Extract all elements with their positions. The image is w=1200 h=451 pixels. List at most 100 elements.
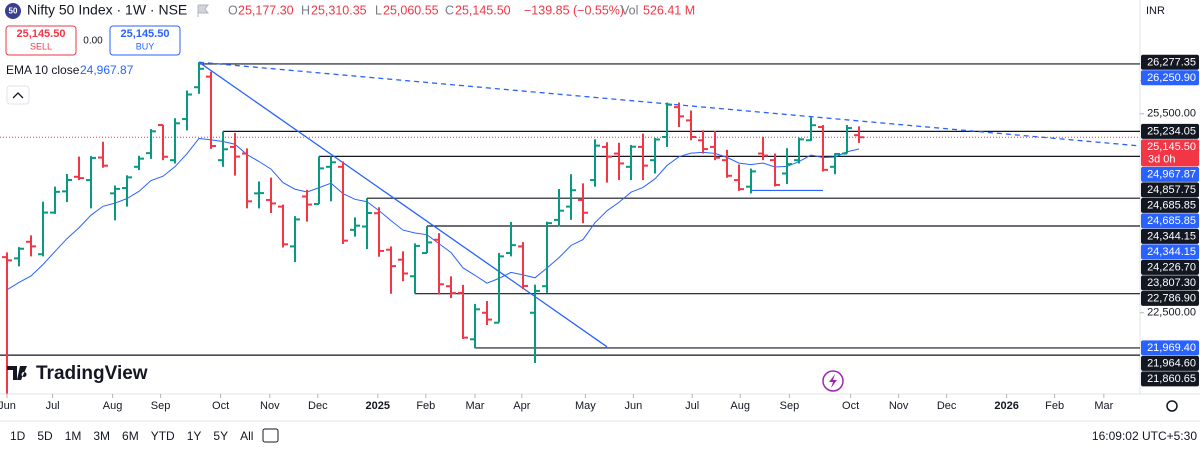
flag-icon[interactable] — [197, 4, 209, 17]
x-tick-label: Aug — [103, 400, 123, 412]
buy-button[interactable] — [109, 25, 181, 56]
price-label-box — [1141, 213, 1199, 229]
price-label: 24,685.85 — [1147, 215, 1196, 227]
x-tick-label: Jun — [625, 400, 643, 412]
x-tick-label: Jul — [685, 400, 699, 412]
brand-logo — [7, 366, 27, 380]
price-label-box — [1141, 70, 1199, 86]
price-label-box — [1141, 275, 1199, 291]
price-label-box — [1141, 290, 1199, 306]
price-label-box — [1141, 54, 1199, 70]
x-tick-label: Mar — [466, 400, 485, 412]
x-tick-label: Nov — [260, 400, 280, 412]
price-label: 26,250.90 — [1147, 72, 1196, 84]
price-label: 24,344.15 — [1147, 231, 1196, 243]
sell-label: SELL — [30, 41, 52, 51]
close-key: C — [445, 3, 454, 17]
price-label: 25,234.05 — [1147, 126, 1196, 138]
collapse-icon — [12, 92, 24, 99]
x-tick-label: Oct — [212, 400, 229, 412]
spread: 0.00 — [83, 36, 103, 47]
brand-name: TradingView — [36, 363, 148, 384]
symbol-badge — [5, 3, 21, 19]
price-label-box — [1141, 139, 1199, 167]
y-tick-label: 22,500.00 — [1147, 307, 1196, 319]
symbol-title[interactable]: Nifty 50 Index · 1W · NSE — [27, 2, 187, 18]
x-tick-label: 2025 — [366, 400, 390, 412]
x-tick-label: May — [575, 400, 596, 412]
change-value: −139.85 (−0.55%) — [524, 3, 624, 17]
range-button[interactable]: 1M — [65, 429, 82, 443]
sell-price: 25,145.50 — [17, 28, 66, 40]
price-label-box — [1141, 340, 1199, 356]
close-value: 25,145.50 — [455, 3, 511, 17]
buy-price: 25,145.50 — [121, 28, 170, 40]
high-value: 25,310.35 — [311, 3, 367, 17]
open-key: O — [228, 3, 238, 17]
price-label-box — [1141, 197, 1199, 213]
currency[interactable]: INR — [1146, 5, 1165, 17]
low-value: 25,060.55 — [383, 3, 439, 17]
range-button[interactable]: 5Y — [213, 429, 228, 443]
price-label: 23,807.30 — [1147, 277, 1196, 289]
range-button[interactable]: All — [240, 429, 253, 443]
collapse-button[interactable] — [6, 85, 30, 105]
range-button[interactable]: YTD — [151, 429, 175, 443]
range-button[interactable]: 6M — [122, 429, 139, 443]
range-button[interactable]: 5D — [37, 429, 53, 443]
plot — [0, 61, 1140, 394]
price-label: 24,344.15 — [1147, 246, 1196, 258]
price-countdown: 3d 0h — [1148, 153, 1176, 165]
price-label-box — [1141, 166, 1199, 182]
ema-value: 24,967.87 — [80, 63, 134, 77]
x-tick-label: Apr — [513, 400, 530, 412]
x-tick-label: Dec — [308, 400, 328, 412]
ema-name: EMA 10 close — [6, 63, 80, 77]
price-label: 22,786.90 — [1147, 293, 1196, 305]
price-label: 21,860.65 — [1147, 373, 1196, 385]
x-tick-label: Jul — [46, 400, 60, 412]
x-tick-label: Dec — [937, 400, 957, 412]
date-range-icon[interactable] — [262, 428, 279, 443]
price-label: 25,145.50 — [1147, 141, 1196, 153]
range-button[interactable]: 3M — [93, 429, 110, 443]
x-tick-label: 2026 — [994, 400, 1018, 412]
x-tick-label: Feb — [1045, 400, 1064, 412]
price-label: 24,967.87 — [1147, 169, 1196, 181]
price-label: 24,226.70 — [1147, 262, 1196, 274]
clock: 16:09:02 UTC+5:30 — [1092, 429, 1197, 443]
price-label-box — [1141, 244, 1199, 260]
buy-label: BUY — [136, 41, 155, 51]
flash-icon — [829, 374, 837, 388]
price-label-box — [1141, 371, 1199, 387]
sell-button[interactable] — [5, 25, 77, 56]
price-label: 21,969.40 — [1147, 342, 1196, 354]
low-key: L — [375, 3, 382, 17]
range-button[interactable]: 1D — [10, 429, 26, 443]
price-label-box — [1141, 355, 1199, 371]
range-button[interactable]: 1Y — [187, 429, 202, 443]
y-tick-label: 25,500.00 — [1147, 108, 1196, 120]
x-tick-label: Nov — [889, 400, 909, 412]
badge-text: 50 — [9, 7, 18, 16]
x-tick-label: Feb — [416, 400, 435, 412]
volume-key: Vol — [621, 3, 638, 17]
price-label-box — [1141, 123, 1199, 139]
trend-line — [198, 61, 608, 348]
high-key: H — [301, 3, 310, 17]
price-label: 24,857.75 — [1147, 184, 1196, 196]
settings-icon[interactable] — [1166, 400, 1178, 412]
open-value: 25,177.30 — [238, 3, 294, 17]
price-label: 21,964.60 — [1147, 358, 1196, 370]
x-tick-label: Oct — [842, 400, 859, 412]
x-tick-label: Sep — [780, 400, 800, 412]
price-label-box — [1141, 228, 1199, 244]
price-label: 24,685.85 — [1147, 200, 1196, 212]
price-label-box — [1141, 182, 1199, 198]
x-tick-label: Mar — [1094, 400, 1113, 412]
x-tick-label: Sep — [151, 400, 171, 412]
price-label: 26,277.35 — [1147, 56, 1196, 68]
x-tick-label: Aug — [730, 400, 750, 412]
price-label-box — [1141, 259, 1199, 275]
